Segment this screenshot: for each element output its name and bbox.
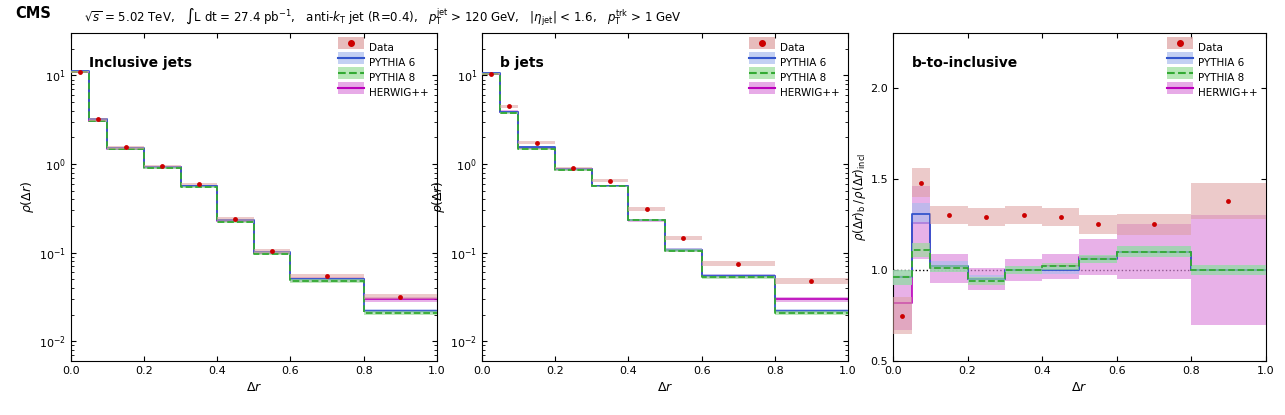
- X-axis label: $\Delta r$: $\Delta r$: [245, 381, 262, 395]
- Y-axis label: $\rho(\Delta r)$: $\rho(\Delta r)$: [19, 181, 36, 213]
- Text: CMS: CMS: [15, 6, 51, 21]
- Text: b jets: b jets: [500, 56, 544, 70]
- X-axis label: $\Delta r$: $\Delta r$: [657, 381, 673, 395]
- Text: b-to-inclusive: b-to-inclusive: [912, 56, 1018, 70]
- Text: $\sqrt{s}$ = 5.02 TeV,   $\int$L dt = 27.4 pb$^{-1}$,   anti-$k_{\rm T}$ jet (R=: $\sqrt{s}$ = 5.02 TeV, $\int$L dt = 27.4…: [84, 6, 681, 28]
- Text: Inclusive jets: Inclusive jets: [89, 56, 191, 70]
- X-axis label: $\Delta r$: $\Delta r$: [1072, 381, 1087, 395]
- Legend: Data, PYTHIA 6, PYTHIA 8, HERWIG++: Data, PYTHIA 6, PYTHIA 8, HERWIG++: [1163, 39, 1261, 101]
- Y-axis label: $\rho(\Delta r)_{\rm b}\,/\,\rho(\Delta r)_{\rm incl}$: $\rho(\Delta r)_{\rm b}\,/\,\rho(\Delta …: [851, 153, 867, 241]
- Y-axis label: $\rho(\Delta r)$: $\rho(\Delta r)$: [430, 181, 447, 213]
- Legend: Data, PYTHIA 6, PYTHIA 8, HERWIG++: Data, PYTHIA 6, PYTHIA 8, HERWIG++: [745, 39, 843, 101]
- Legend: Data, PYTHIA 6, PYTHIA 8, HERWIG++: Data, PYTHIA 6, PYTHIA 8, HERWIG++: [334, 39, 432, 101]
